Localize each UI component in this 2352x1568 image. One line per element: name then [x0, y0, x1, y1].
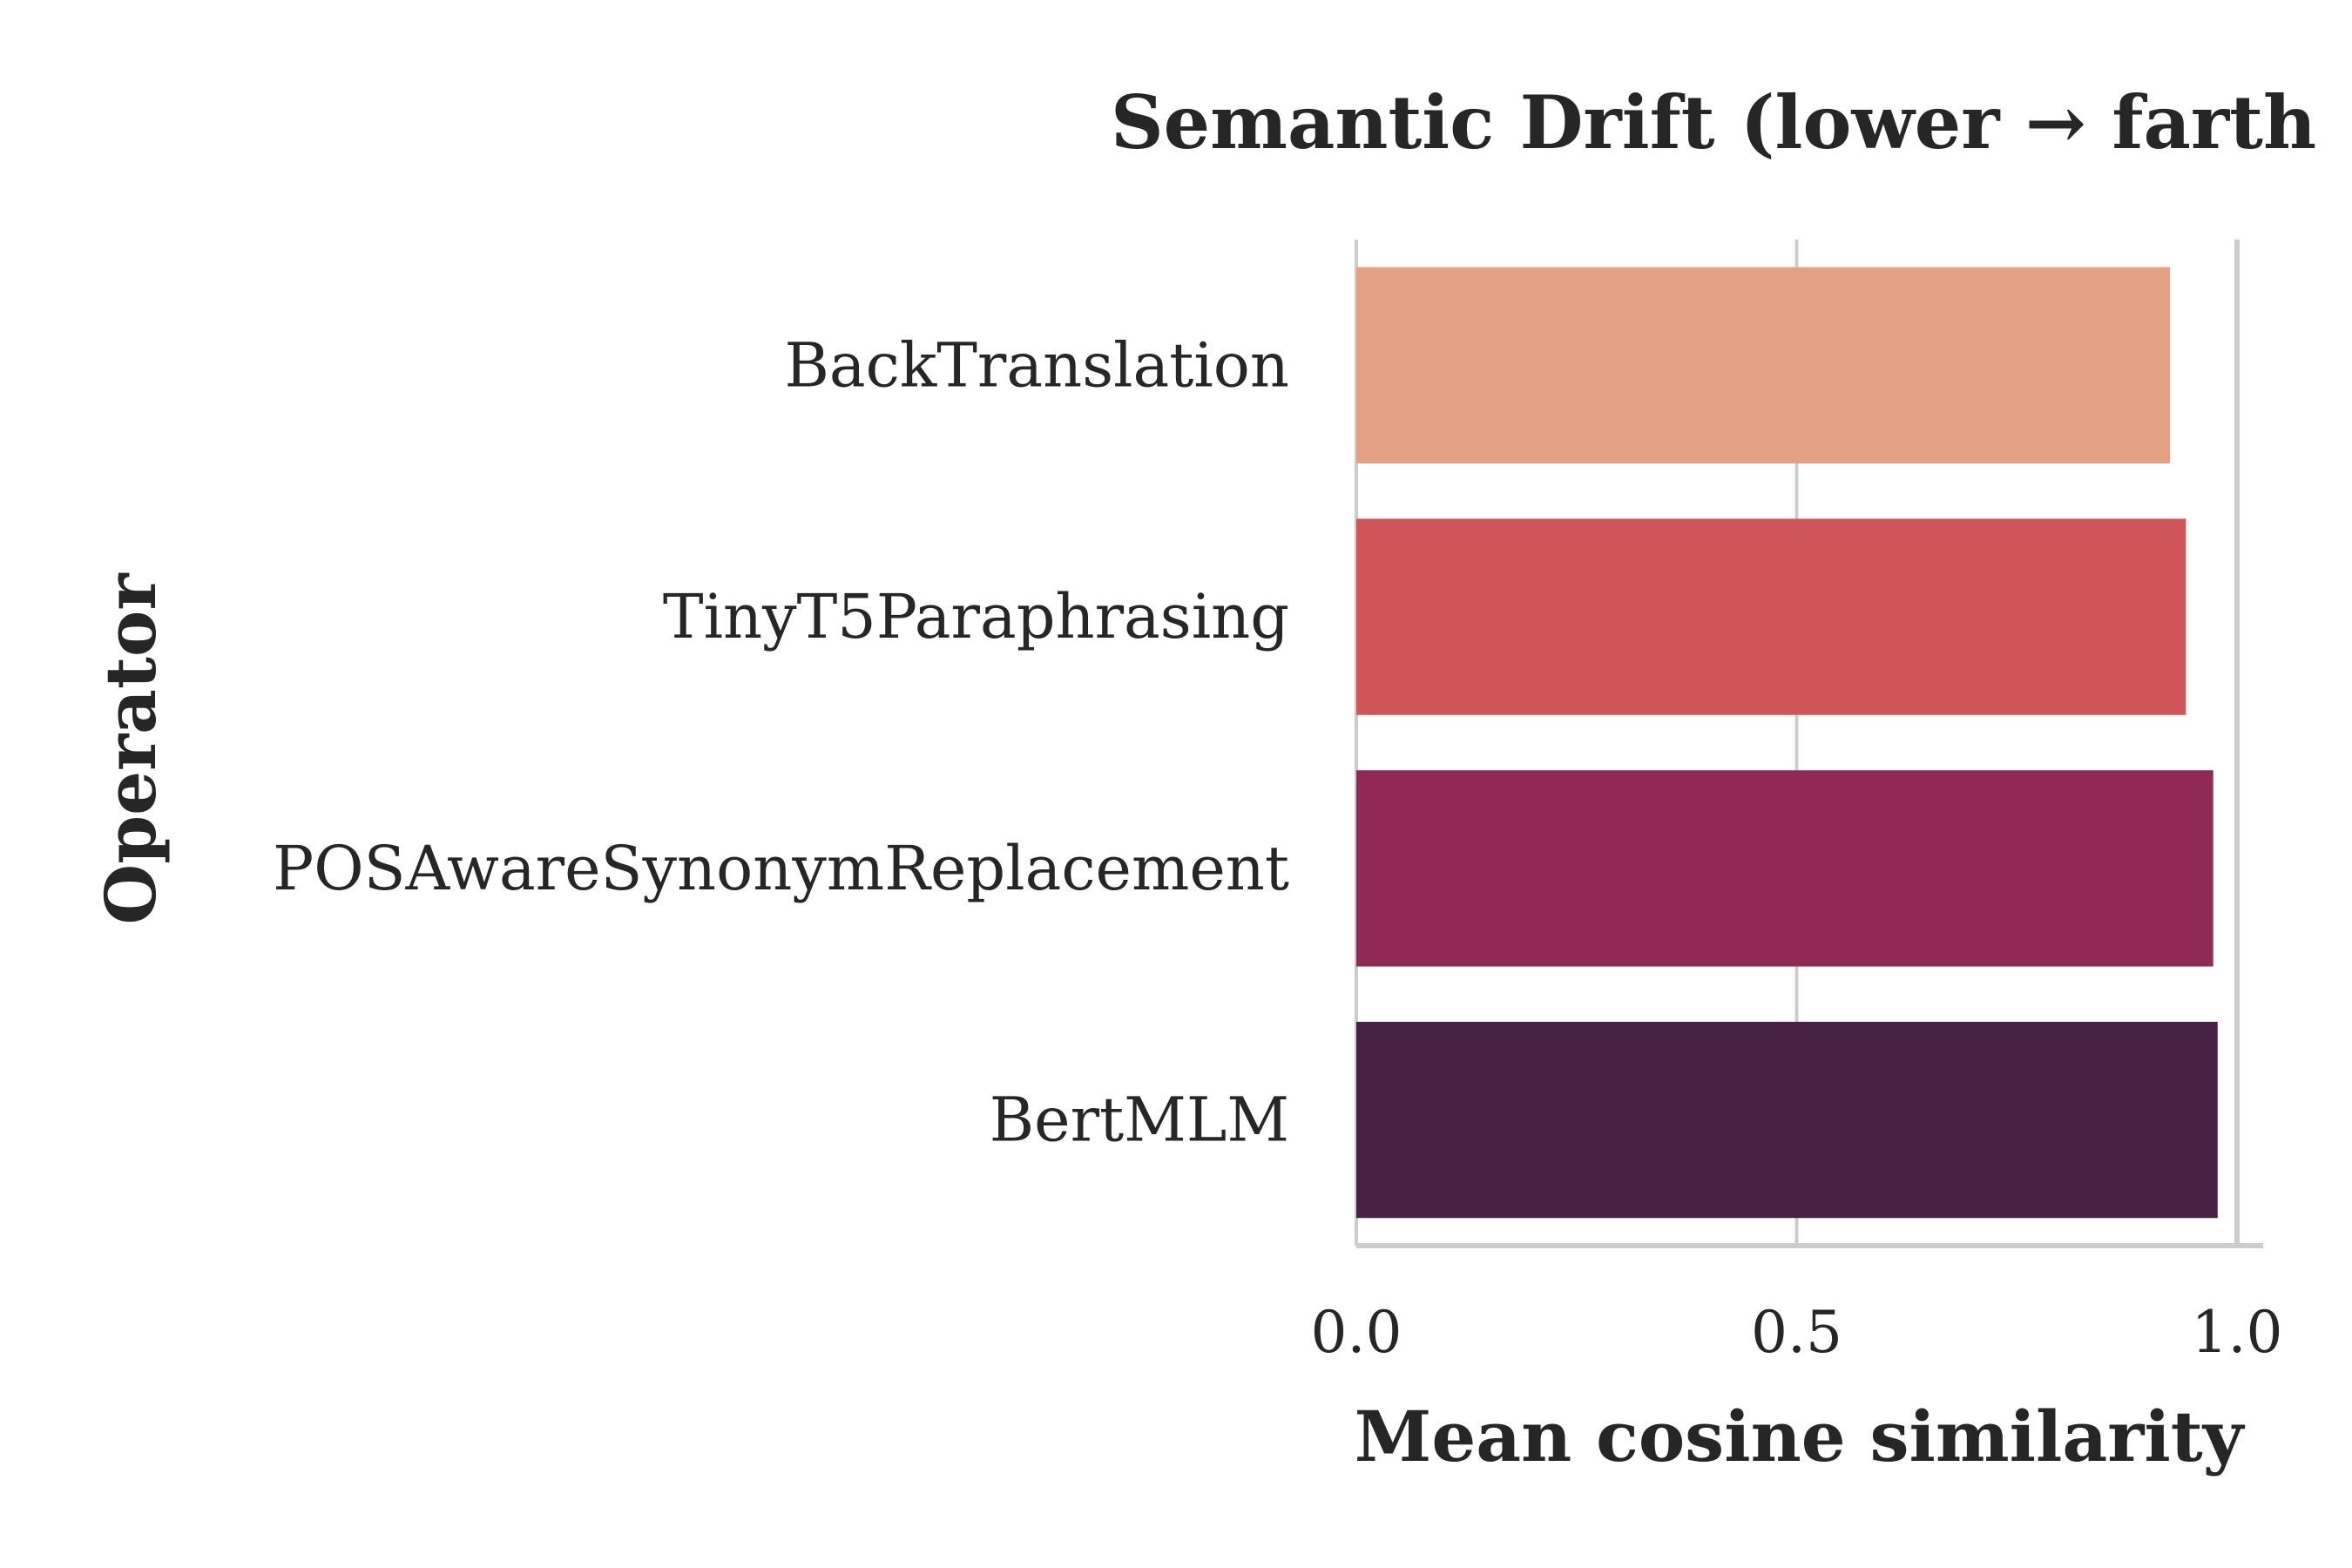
tick-layer: 0.0 0.5 1.0 [1311, 1299, 2283, 1366]
bar-0 [1356, 267, 2171, 463]
x-tick-label-2: 1.0 [2192, 1299, 2283, 1366]
category-layer: BackTranslation TinyT5Paraphrasing POSAwar… [273, 329, 1289, 1155]
spine-layer [1356, 240, 2263, 1248]
x-tick-label-1: 0.5 [1751, 1299, 1842, 1366]
y-axis-title: Operator [90, 573, 172, 925]
bar-1 [1356, 518, 2186, 715]
category-label-2: POSAwareSynonymReplacement [273, 833, 1289, 904]
x-axis-title: Mean cosine similarity [1355, 1396, 2246, 1477]
chart-title: Semantic Drift (lower → farth [1111, 79, 2316, 166]
bar-3 [1356, 1022, 2218, 1219]
category-label-0: BackTranslation [784, 329, 1289, 401]
bar-layer [1356, 267, 2218, 1219]
category-label-1: TinyT5Paraphrasing [663, 581, 1289, 652]
x-tick-label-0: 0.0 [1311, 1299, 1402, 1366]
bar-2 [1356, 770, 2213, 967]
category-label-3: BertMLM [990, 1085, 1289, 1156]
